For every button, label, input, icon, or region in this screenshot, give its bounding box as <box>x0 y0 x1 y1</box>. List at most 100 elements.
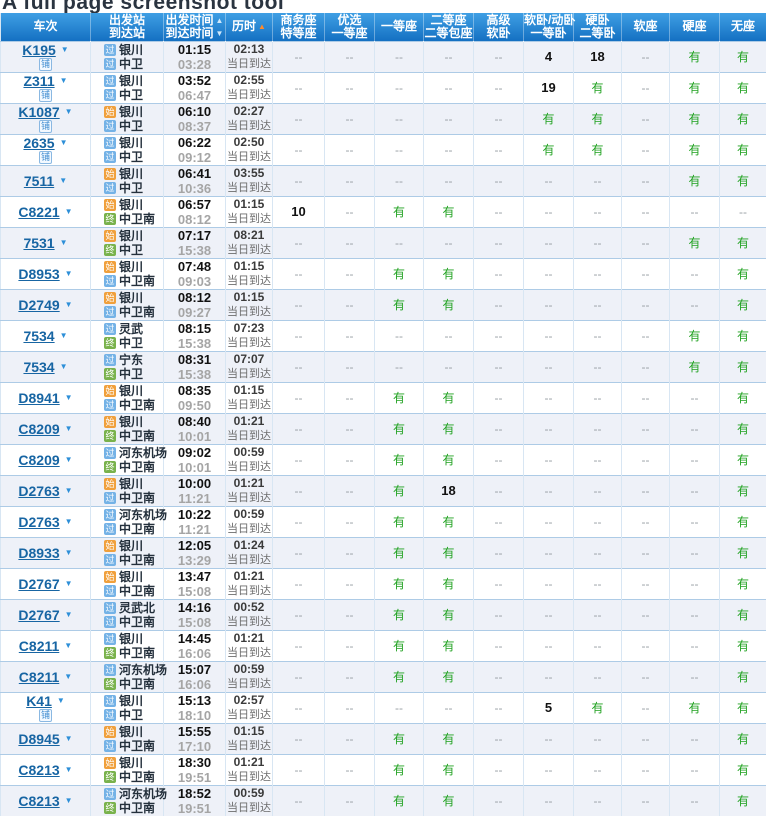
cell-no-seat: 有 <box>720 444 766 475</box>
cell-second-seat: -- <box>424 351 474 382</box>
column-header-first-seat: 一等座 <box>375 13 424 41</box>
seat-availability-business-seat: -- <box>295 298 303 312</box>
cell-hard-seat: 有 <box>670 320 720 351</box>
expand-caret-icon[interactable]: ▼ <box>65 732 73 746</box>
departure-station: 始银川 <box>104 384 163 398</box>
cell-stations: 过灵武北过中卫南 <box>91 599 164 630</box>
seat-availability-hard-sleeper: -- <box>594 732 602 746</box>
expand-caret-icon[interactable]: ▼ <box>61 43 69 57</box>
train-number-link[interactable]: D8941 <box>18 391 59 405</box>
train-number-link[interactable]: C8209 <box>18 422 59 436</box>
expand-caret-icon[interactable]: ▼ <box>60 360 68 374</box>
cell-no-seat: 有 <box>720 165 766 196</box>
expand-caret-icon[interactable]: ▼ <box>65 105 73 119</box>
train-number-link[interactable]: K1087 <box>18 105 59 119</box>
cell-stations: 始银川过中卫 <box>91 103 164 134</box>
train-number-link[interactable]: C8221 <box>18 205 59 219</box>
cell-stations: 过银川过中卫 <box>91 41 164 72</box>
expand-caret-icon[interactable]: ▼ <box>65 205 73 219</box>
arrival-time: 19:51 <box>164 770 225 785</box>
train-number-link[interactable]: Z311 <box>23 74 54 88</box>
expand-caret-icon[interactable]: ▼ <box>65 484 73 498</box>
train-number-link[interactable]: D8953 <box>18 267 59 281</box>
train-number-link[interactable]: 2635 <box>23 136 54 150</box>
column-header-times[interactable]: 出发时间▲到达时间▼ <box>164 13 226 41</box>
cell-second-seat: 有 <box>424 723 474 754</box>
seat-availability-no-seat: 有 <box>737 143 749 157</box>
expand-caret-icon[interactable]: ▼ <box>60 136 68 150</box>
expand-caret-icon[interactable]: ▼ <box>65 298 73 312</box>
expand-caret-icon[interactable]: ▼ <box>60 74 68 88</box>
expand-caret-icon[interactable]: ▼ <box>65 453 73 467</box>
train-number-link[interactable]: C8213 <box>18 763 59 777</box>
expand-caret-icon[interactable]: ▼ <box>65 794 73 808</box>
train-number-link[interactable]: C8211 <box>19 639 59 653</box>
expand-caret-icon[interactable]: ▼ <box>59 174 67 188</box>
cell-hard-sleeper: -- <box>574 785 622 816</box>
expand-caret-icon[interactable]: ▼ <box>65 422 73 436</box>
sort-asc-icon[interactable]: ▲ <box>216 16 224 25</box>
train-number-link[interactable]: 7531 <box>23 236 54 250</box>
column-label: 无座 <box>720 20 766 33</box>
seat-availability-hard-sleeper: -- <box>594 608 602 622</box>
train-number-link[interactable]: 7534 <box>23 360 54 374</box>
seat-availability-second-seat: -- <box>445 143 453 157</box>
expand-caret-icon[interactable]: ▼ <box>65 267 73 281</box>
train-number-link[interactable]: D2749 <box>18 298 59 312</box>
expand-caret-icon[interactable]: ▼ <box>65 515 73 529</box>
train-number-link[interactable]: D2767 <box>18 608 59 622</box>
train-number-link[interactable]: D2767 <box>18 577 59 591</box>
seat-availability-premium-soft-sleeper: -- <box>495 360 503 374</box>
expand-caret-icon[interactable]: ▼ <box>65 763 73 777</box>
departure-time: 06:22 <box>164 135 225 150</box>
train-number-link[interactable]: C8213 <box>18 794 59 808</box>
cell-hard-sleeper: -- <box>574 320 622 351</box>
arrival-time: 11:21 <box>164 522 225 537</box>
expand-caret-icon[interactable]: ▼ <box>65 577 73 591</box>
expand-caret-icon[interactable]: ▼ <box>60 329 68 343</box>
cell-train-number: D2767 ▼ <box>1 599 91 630</box>
train-number-link[interactable]: D2763 <box>18 515 59 529</box>
train-number-link[interactable]: K41 <box>26 694 52 708</box>
train-number-link[interactable]: 7534 <box>23 329 54 343</box>
arrival-station: 终中卫南 <box>104 212 163 226</box>
expand-caret-icon[interactable]: ▼ <box>65 391 73 405</box>
column-header-duration[interactable]: 历时▲ <box>226 13 273 41</box>
departure-station: 过宁东 <box>104 353 163 367</box>
same-day-arrival-note: 当日到达 <box>226 274 272 288</box>
arrival-station-name: 中卫 <box>119 57 143 71</box>
train-number-link[interactable]: C8211 <box>19 670 59 684</box>
cell-first-seat: 有 <box>375 258 424 289</box>
expand-caret-icon[interactable]: ▼ <box>65 608 73 622</box>
train-number-link[interactable]: 7511 <box>24 174 54 188</box>
cell-first-seat: -- <box>375 227 424 258</box>
train-number-link[interactable]: C8209 <box>18 453 59 467</box>
cell-first-seat: -- <box>375 41 424 72</box>
expand-caret-icon[interactable]: ▼ <box>64 670 72 684</box>
seat-availability-premium-soft-sleeper: -- <box>495 546 503 560</box>
cell-preferred-first-seat: -- <box>325 723 375 754</box>
cell-hard-sleeper: -- <box>574 444 622 475</box>
pass-station-icon: 过 <box>104 137 116 149</box>
arrival-station-name: 中卫 <box>119 367 143 381</box>
origin-station-icon: 始 <box>104 571 116 583</box>
cell-first-seat: 有 <box>375 537 424 568</box>
cell-hard-seat: -- <box>670 413 720 444</box>
cell-hard-seat: -- <box>670 196 720 227</box>
train-number-link[interactable]: D2763 <box>18 484 59 498</box>
cell-second-seat: -- <box>424 103 474 134</box>
cell-stations: 过河东机场终中卫南 <box>91 785 164 816</box>
expand-caret-icon[interactable]: ▼ <box>65 546 73 560</box>
seat-availability-no-seat: 有 <box>737 453 749 467</box>
cell-soft-sleeper: -- <box>524 599 574 630</box>
expand-caret-icon[interactable]: ▼ <box>60 236 68 250</box>
expand-caret-icon[interactable]: ▼ <box>64 639 72 653</box>
expand-caret-icon[interactable]: ▼ <box>57 694 65 708</box>
pass-station-icon: 过 <box>104 664 116 676</box>
train-number-link[interactable]: D8933 <box>18 546 59 560</box>
sort-desc-icon[interactable]: ▼ <box>216 29 224 38</box>
train-number-link[interactable]: K195 <box>22 43 55 57</box>
train-number-link[interactable]: D8945 <box>18 732 59 746</box>
sort-asc-icon[interactable]: ▲ <box>258 22 266 31</box>
